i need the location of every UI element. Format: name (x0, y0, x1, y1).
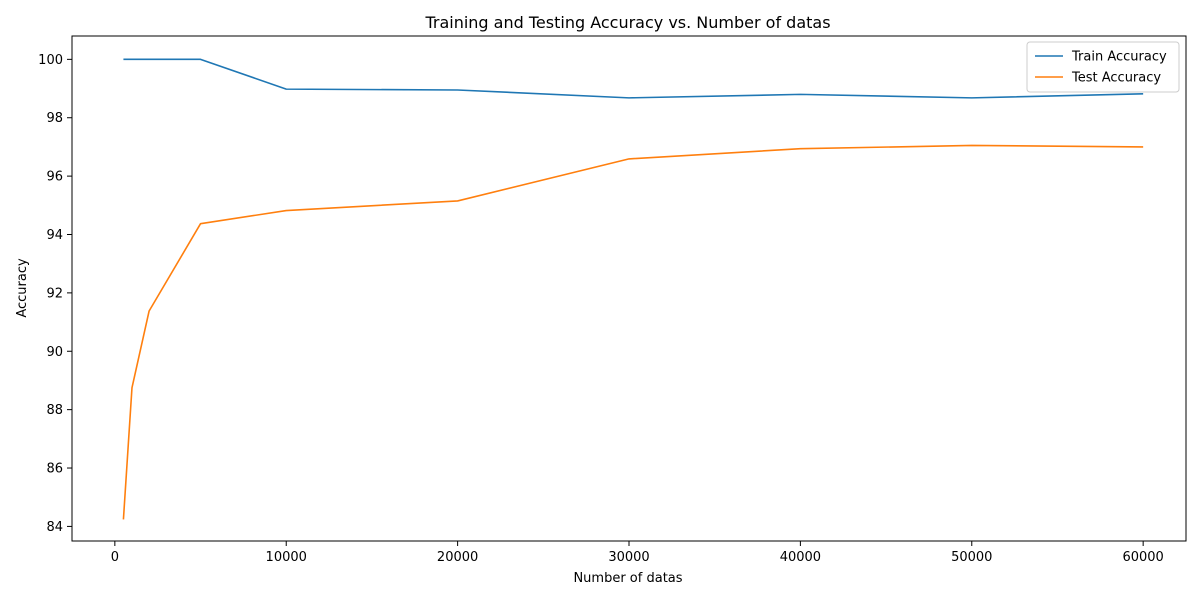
y-tick-label: 98 (46, 111, 63, 126)
x-axis: 0 10000 20000 30000 40000 50000 60000 (111, 541, 1164, 565)
legend-label: Train Accuracy (1071, 50, 1167, 65)
series-line-test-accuracy (122, 144, 1144, 520)
legend-box (1026, 41, 1180, 93)
x-tick-label: 0 (111, 550, 119, 565)
x-tick-label: 60000 (1122, 550, 1163, 565)
y-tick-label: 88 (46, 403, 63, 418)
x-tick-label: 30000 (608, 550, 649, 565)
y-tick-label: 90 (46, 345, 63, 360)
x-tick-label: 50000 (951, 550, 992, 565)
y-tick-label: 94 (46, 228, 63, 243)
chart-title: Training and Testing Accuracy vs. Number… (424, 13, 830, 32)
y-tick-label: 96 (46, 170, 63, 185)
y-axis-label: Accuracy (15, 258, 30, 318)
legend-label: Test Accuracy (1071, 71, 1161, 86)
y-tick-label: 86 (46, 462, 63, 477)
plot-area (71, 35, 1187, 542)
y-tick-label: 100 (38, 53, 63, 68)
plot-frame (71, 35, 1187, 542)
y-tick-label: 92 (46, 286, 63, 301)
y-tick-label: 84 (46, 520, 63, 535)
legend: Train Accuracy Test Accuracy (1026, 41, 1180, 93)
x-tick-label: 10000 (266, 550, 307, 565)
x-tick-label: 20000 (437, 550, 478, 565)
series-lines (122, 58, 1144, 520)
x-tick-label: 40000 (780, 550, 821, 565)
y-axis: 84 86 88 90 92 94 96 98 100 (38, 53, 72, 535)
series-line-train-accuracy (123, 58, 1144, 99)
x-axis-label: Number of datas (573, 571, 682, 586)
